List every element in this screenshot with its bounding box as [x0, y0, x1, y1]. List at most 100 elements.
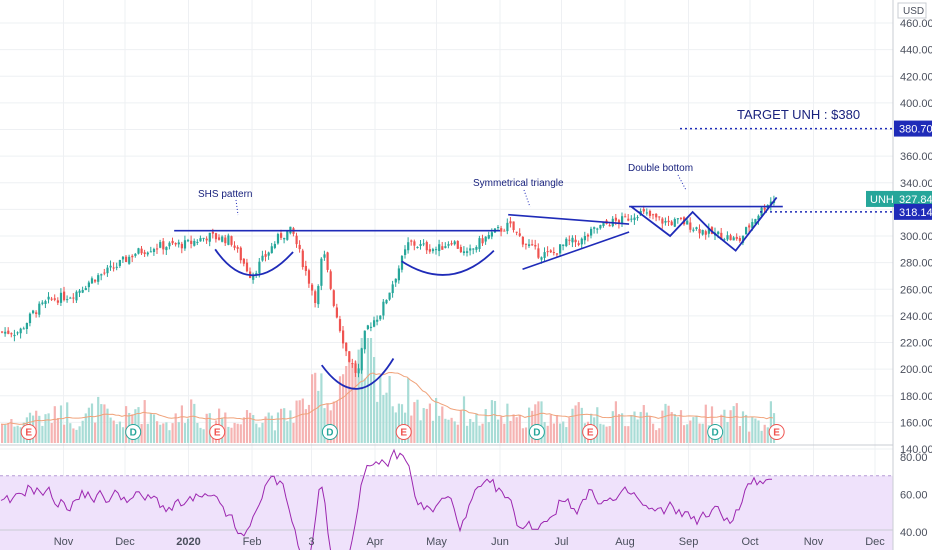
volume-bar: [345, 366, 348, 443]
volume-bar: [670, 412, 673, 443]
volume-bar: [360, 338, 363, 443]
volume-bar: [661, 410, 664, 443]
time-axis-label: Apr: [366, 536, 383, 548]
dividend-marker[interactable]: [707, 424, 724, 440]
volume-bar: [692, 417, 695, 443]
candle-body: [115, 266, 118, 268]
candle-body: [686, 220, 689, 225]
volume-bar: [193, 403, 196, 443]
left-shoulder-arc[interactable]: [214, 248, 294, 277]
volume-bar: [555, 415, 559, 443]
time-axis-label: Jun: [491, 536, 509, 548]
candle-body: [109, 265, 112, 268]
volume-bar: [568, 417, 571, 443]
volume-bar: [735, 403, 738, 443]
rsi-line: [0, 448, 773, 550]
volume-bar: [658, 428, 661, 443]
volume-bar: [354, 361, 357, 443]
candle-body: [261, 255, 264, 261]
volume-bar: [283, 408, 286, 443]
neckline-price-tag: [894, 203, 932, 220]
volume-bar: [183, 423, 187, 443]
candle-body: [202, 237, 205, 239]
volume-bar: [177, 422, 180, 443]
candle-body: [704, 231, 707, 235]
candle-body: [152, 248, 156, 253]
volume-bar: [115, 424, 118, 443]
double-bottom-w[interactable]: [630, 196, 778, 252]
dividend-marker[interactable]: [125, 424, 142, 440]
target-price-tag-text: 380.70: [899, 124, 932, 136]
candle-body: [59, 292, 63, 303]
volume-bar: [332, 401, 335, 443]
candle-body: [239, 247, 242, 261]
candle-body: [462, 251, 466, 254]
volume-bar: [562, 421, 565, 443]
price-axis-label: 180.00: [900, 391, 932, 403]
volume-bar: [75, 429, 78, 443]
volume-bar: [351, 363, 354, 443]
candle-body: [456, 240, 459, 249]
candle-body: [224, 237, 227, 244]
candle-body: [320, 258, 323, 286]
volume-bar: [546, 425, 549, 443]
volume-bar: [286, 421, 289, 443]
triangle-upper-line[interactable]: [508, 213, 630, 225]
volume-bar: [87, 407, 90, 443]
triangle-lower-line[interactable]: [522, 231, 630, 271]
candle-body: [518, 233, 521, 236]
candles: [1, 195, 776, 378]
candle-body: [404, 249, 407, 255]
candle-body: [667, 220, 670, 223]
volume-bar: [422, 408, 425, 443]
volume-bar: [571, 408, 574, 443]
neckline-price-tag-text: 318.14: [899, 207, 932, 219]
price-axis-label: 400.00: [900, 98, 932, 110]
volume-bar: [683, 425, 686, 443]
volume-bar: [726, 421, 729, 443]
volume-bar: [500, 416, 503, 443]
candle-body: [81, 289, 84, 293]
volume-bar: [624, 426, 627, 443]
earnings-marker[interactable]: [768, 424, 785, 440]
volume-bar: [617, 414, 621, 443]
volume-bar: [506, 403, 509, 443]
volume-bar: [382, 394, 385, 443]
time-axis-label: 2020: [176, 536, 200, 548]
volume-bar: [103, 404, 106, 443]
candle-body: [41, 302, 44, 304]
candle-body: [593, 227, 596, 229]
volume-bar: [388, 375, 391, 443]
candle-body: [630, 218, 633, 220]
candle-body: [617, 220, 621, 224]
volume-bar: [664, 403, 667, 443]
head-arc[interactable]: [320, 358, 395, 390]
candle-body: [540, 257, 543, 260]
volume-bar: [528, 407, 531, 443]
candle-body: [379, 315, 382, 320]
candle-body: [233, 245, 236, 248]
earnings-marker[interactable]: [20, 424, 37, 440]
candle-body: [227, 235, 230, 245]
time-axis-label: Nov: [54, 536, 74, 548]
dividend-marker[interactable]: [321, 424, 338, 440]
candle-body: [252, 275, 255, 280]
volume-bar: [537, 401, 540, 443]
pattern-drawings: [174, 127, 893, 390]
candle-body: [583, 235, 586, 241]
currency-box[interactable]: [897, 2, 927, 19]
candle-body: [645, 212, 648, 214]
dividend-marker[interactable]: [528, 424, 545, 440]
volume-bar: [636, 419, 639, 443]
candle-body: [698, 229, 701, 234]
volume-bar: [208, 413, 211, 443]
candle-body: [373, 320, 376, 327]
candle-body: [707, 228, 710, 234]
earnings-marker[interactable]: [582, 424, 599, 440]
earnings-marker[interactable]: [395, 424, 412, 440]
candle-body: [342, 330, 345, 344]
volume-bar: [35, 410, 38, 443]
right-shoulder-arc[interactable]: [401, 250, 495, 276]
earnings-marker[interactable]: [209, 424, 226, 440]
